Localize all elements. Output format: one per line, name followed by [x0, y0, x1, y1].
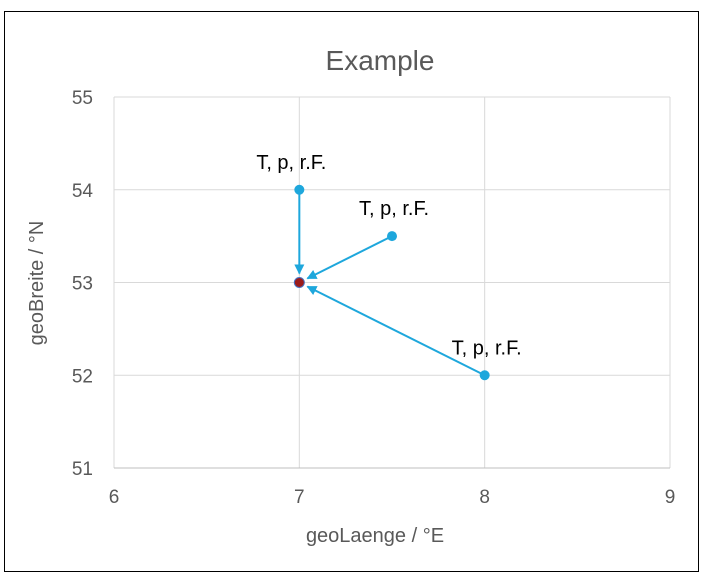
y-tick-label: 55: [72, 88, 93, 109]
data-points: [293, 184, 490, 381]
annotations: T, p, r.F. T, p, r.F. T, p, r.F.: [256, 152, 521, 360]
x-axis-label: geoLaenge / °E: [306, 525, 444, 547]
point-annotation-1: T, p, r.F.: [256, 152, 326, 174]
y-tick-label: 51: [72, 459, 93, 480]
x-tick-label: 6: [109, 487, 120, 508]
arrow-2: [306, 235, 393, 280]
y-tick-label: 53: [72, 274, 93, 295]
chart-frame: Example 6 7 8 9 51 52 53 54 55 geoLaenge / °E ge…: [4, 11, 699, 572]
point-annotation-3: T, p, r.F.: [452, 337, 522, 359]
x-tick-label: 9: [665, 487, 676, 508]
source-point-2: [387, 231, 397, 242]
source-point-1: [294, 184, 305, 195]
y-tick-label: 54: [72, 181, 94, 202]
arrows: [294, 189, 486, 377]
x-tick-label: 7: [294, 487, 305, 508]
target-point: [293, 277, 305, 288]
source-point-3: [479, 370, 490, 381]
point-annotation-2: T, p, r.F.: [359, 198, 429, 220]
y-axis-label: geoBreite / °N: [26, 221, 48, 346]
arrow-3: [306, 285, 486, 377]
tick-labels: 6 7 8 9 51 52 53 54 55: [72, 88, 675, 508]
x-tick-label: 8: [479, 487, 490, 508]
y-tick-label: 52: [72, 366, 93, 387]
chart-title: Example: [326, 45, 435, 76]
scatter-chart: Example 6 7 8 9 51 52 53 54 55 geoLaenge / °E ge…: [26, 45, 675, 547]
gridlines: [113, 96, 671, 469]
